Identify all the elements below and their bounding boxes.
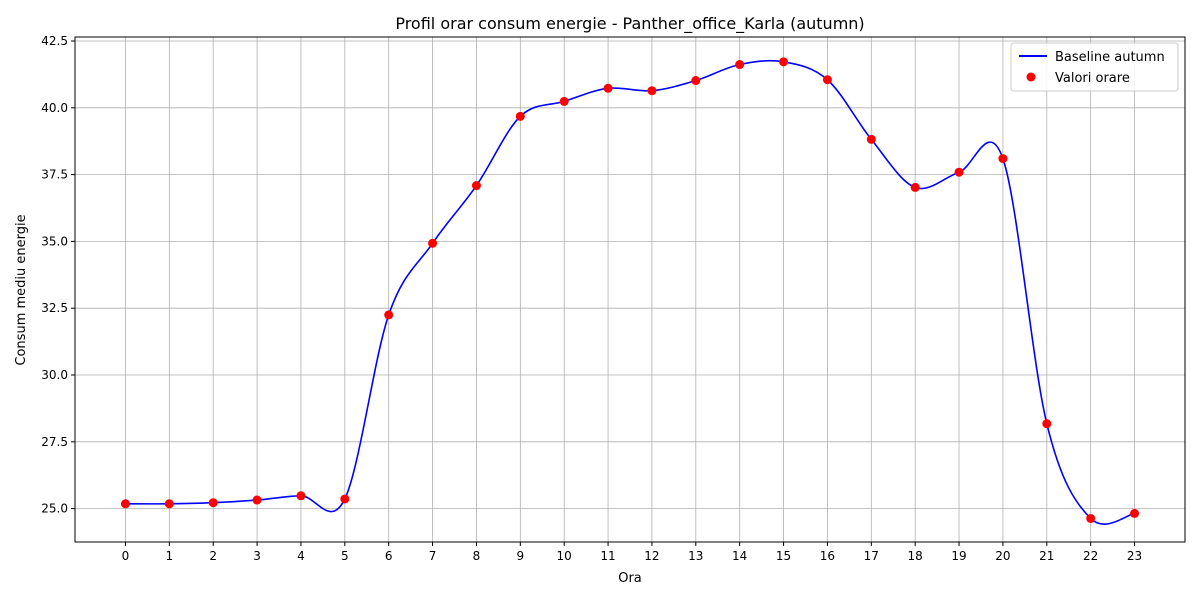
hourly-value-point — [252, 495, 262, 505]
x-tick-label: 6 — [385, 549, 393, 563]
hourly-value-point — [647, 86, 657, 96]
x-tick-label: 10 — [557, 549, 572, 563]
hourly-value-point — [340, 494, 350, 504]
hourly-value-point — [1086, 513, 1096, 523]
y-tick-label: 40.0 — [41, 101, 68, 115]
x-axis-label: Ora — [618, 571, 642, 586]
x-tick-label: 18 — [908, 549, 923, 563]
y-tick-label: 37.5 — [41, 168, 68, 182]
y-tick-label: 32.5 — [41, 301, 68, 315]
x-tick-label: 14 — [732, 549, 747, 563]
x-tick-label: 0 — [122, 549, 130, 563]
hourly-value-point — [471, 181, 481, 191]
tick-layer: 0 1 2 3 4 5 6 7 8 9 10 11 12 13 14 15 16 17 18 19 20 21 22 2325… — [41, 34, 1142, 563]
y-tick-label: 35.0 — [41, 234, 68, 248]
hourly-value-point — [164, 499, 174, 509]
x-tick-label: 7 — [429, 549, 437, 563]
x-tick-label: 11 — [600, 549, 615, 563]
x-tick-label: 12 — [644, 549, 659, 563]
hourly-value-point — [998, 154, 1008, 164]
hourly-value-point — [822, 75, 832, 85]
hourly-value-point — [296, 491, 306, 501]
x-tick-label: 21 — [1039, 549, 1054, 563]
hourly-value-point — [954, 167, 964, 177]
legend-entry-valori: Valori orare — [1055, 71, 1130, 86]
x-tick-label: 4 — [297, 549, 305, 563]
hourly-value-point — [779, 57, 789, 67]
y-axis-label: Consum mediu energie — [14, 214, 29, 365]
x-tick-label: 13 — [688, 549, 703, 563]
x-tick-label: 15 — [776, 549, 791, 563]
y-tick-label: 25.0 — [41, 502, 68, 516]
x-tick-label: 23 — [1127, 549, 1142, 563]
plot-frame — [74, 36, 1186, 543]
hourly-value-point — [1042, 419, 1052, 429]
x-tick-label: 3 — [253, 549, 261, 563]
x-tick-label: 16 — [820, 549, 835, 563]
y-tick-label: 27.5 — [41, 435, 68, 449]
hourly-value-point — [910, 182, 920, 192]
chart-title: Profil orar consum energie - Panther_off… — [395, 14, 864, 34]
x-tick-label: 1 — [166, 549, 174, 563]
x-tick-label: 2 — [209, 549, 217, 563]
hourly-value-point — [1130, 508, 1140, 518]
hourly-value-point — [735, 60, 745, 70]
x-tick-label: 8 — [473, 549, 481, 563]
hourly-value-point — [208, 498, 218, 508]
baseline-line — [125, 59, 1135, 525]
x-tick-label: 17 — [864, 549, 879, 563]
legend-entry-baseline: Baseline autumn — [1055, 50, 1165, 65]
hourly-value-point — [559, 96, 569, 106]
legend-point-swatch — [1026, 72, 1036, 82]
y-tick-label: 42.5 — [41, 34, 68, 48]
hourly-value-point — [120, 499, 130, 509]
x-tick-label: 5 — [341, 549, 349, 563]
x-tick-label: 20 — [995, 549, 1010, 563]
hourly-value-point — [515, 111, 525, 121]
hourly-value-point — [428, 238, 438, 248]
x-tick-label: 22 — [1083, 549, 1098, 563]
hourly-value-point — [866, 134, 876, 144]
x-tick-label: 9 — [516, 549, 524, 563]
hourly-value-point — [603, 83, 613, 93]
x-tick-label: 19 — [951, 549, 966, 563]
hourly-value-point — [691, 76, 701, 86]
point-layer — [120, 57, 1140, 523]
hourly-value-point — [384, 310, 394, 320]
legend-box — [1010, 42, 1179, 92]
legend: Baseline autumn Valori orare — [1010, 42, 1179, 92]
y-tick-label: 30.0 — [41, 368, 68, 382]
line-layer — [125, 59, 1135, 525]
grid-layer — [75, 37, 1185, 542]
